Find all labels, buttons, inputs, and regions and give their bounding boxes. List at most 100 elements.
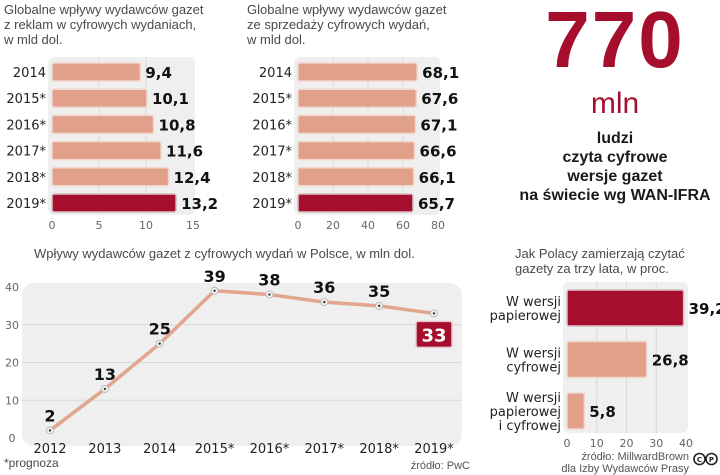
x-tick-label: 10 [590,437,604,450]
bar [566,289,685,327]
value-label: 13 [94,365,116,384]
y-tick-label: 20 [5,357,19,370]
category-label: i cyfrowej [499,419,561,434]
x-tick-label: 0 [295,219,302,232]
x-tick-label: 60 [396,219,410,232]
series-line [48,289,435,432]
sales-bar-chart: 0 20 40 60 80 2014 68,1 2015* 67,6 2016* 67,1 2017*… [252,57,459,232]
data-point-center [48,429,52,432]
sales-chart-title: Globalne wpływy wydawców gazet ze sprzed… [247,2,447,47]
category-label: papierowej [490,405,561,420]
value-label: 11,6 [166,143,203,161]
value-label: 2 [44,406,55,425]
category-label: W wersji [506,391,561,406]
value-label: 66,1 [419,169,456,187]
value-label: 9,4 [145,64,172,82]
category-label: papierowej [490,309,561,324]
source-millwardbrown: źródło: MillwardBrown dla Izby Wydawców … [561,451,689,475]
source-pwc: źródło: PwC [410,460,470,472]
bar [51,140,162,161]
category-label: 2014 [13,66,46,81]
value-label: 39 [203,267,225,286]
category-label: cyfrowej [506,361,561,376]
bar [297,167,415,187]
category-label: 2019* [252,197,292,212]
x-tick-label: 2012 [33,442,66,457]
bar [51,167,170,187]
value-label: 10,1 [152,90,189,108]
bar [297,114,417,135]
x-tick-label: 2016* [250,442,290,457]
category-label: 2016* [6,118,46,133]
value-label: 12,4 [174,169,211,187]
data-point-center [268,293,271,296]
bar [51,114,155,135]
data-point-center [213,289,216,292]
footnote: *prognoza [4,456,59,470]
value-label: 68,1 [422,64,459,82]
bar [566,340,648,379]
data-point-center [323,300,326,304]
value-label: 67,6 [421,90,458,108]
category-label: 2018* [252,171,292,186]
x-tick-label: 2014 [143,442,176,457]
category-label: W wersji [506,347,561,362]
value-label: 36 [313,278,335,297]
survey-chart-title: Jak Polacy zamierzają czytać gazety za t… [515,246,685,276]
category-label: 2014 [259,66,292,81]
headline-unit: mln [590,87,640,120]
bar [51,62,142,82]
value-label: 35 [368,282,390,301]
ads-chart-title: Globalne wpływy wydawców gazet z reklam … [4,2,204,47]
x-tick-label: 20 [326,219,340,232]
bar [51,88,148,108]
x-tick-label: 5 [96,219,103,232]
x-tick-label: 2019* [414,442,454,457]
data-point-center [432,312,436,315]
data-point-center [377,304,381,308]
poland-line-chart: 0 10 20 30 40 2 2012 13 2013 25 2014 39 2015* 38 2016*… [5,267,462,457]
category-label: 2019* [6,197,46,212]
value-label: 65,7 [418,195,455,213]
category-label: W wersji [506,295,561,310]
headline-number: 770 [545,0,685,84]
value-label: 38 [258,271,280,290]
category-label: 2015* [6,92,46,107]
bar [297,62,418,82]
category-label: 2017* [6,145,46,160]
x-tick-label: 2017* [304,442,344,457]
bar [51,193,177,213]
y-tick-label: 10 [5,394,19,407]
x-tick-label: 15 [186,219,200,232]
y-tick-label: 0 [9,432,16,445]
bar [297,88,418,108]
value-label: 33 [421,325,446,346]
svg-text:C: C [697,456,702,464]
category-label: 2018* [6,171,46,186]
x-tick-label: 2015* [195,442,235,457]
value-label: 67,1 [420,116,457,134]
value-label: 26,8 [652,352,689,370]
category-label: 2017* [252,145,292,160]
x-tick-label: 20 [620,437,634,450]
poland-chart-title: Wpływy wydawców gazet z cyfrowych wydań … [34,246,415,261]
x-tick-label: 0 [49,219,56,232]
creative-commons-icon: C P [693,452,718,466]
bar [297,193,414,213]
highlight-badge [415,320,453,349]
x-tick-label: 2013 [88,442,121,457]
ads-bar-chart: 0 5 10 15 2014 9,4 2015* 10,1 2016* 10,8 2017* 11,6… [6,57,218,232]
value-label: 5,8 [589,403,616,421]
headline-description: ludzi czyta cyfrowe wersje gazet na świe… [519,130,711,204]
value-label: 13,2 [181,195,218,213]
x-tick-label: 0 [564,437,571,450]
value-label: 39,2 [689,300,720,318]
x-tick-label: 10 [139,219,153,232]
value-label: 10,8 [159,116,196,134]
data-point-center [103,387,107,391]
value-label: 66,6 [420,143,457,161]
x-tick-label: 40 [679,437,693,450]
x-tick-label: 40 [361,219,375,232]
category-label: 2015* [252,92,292,107]
